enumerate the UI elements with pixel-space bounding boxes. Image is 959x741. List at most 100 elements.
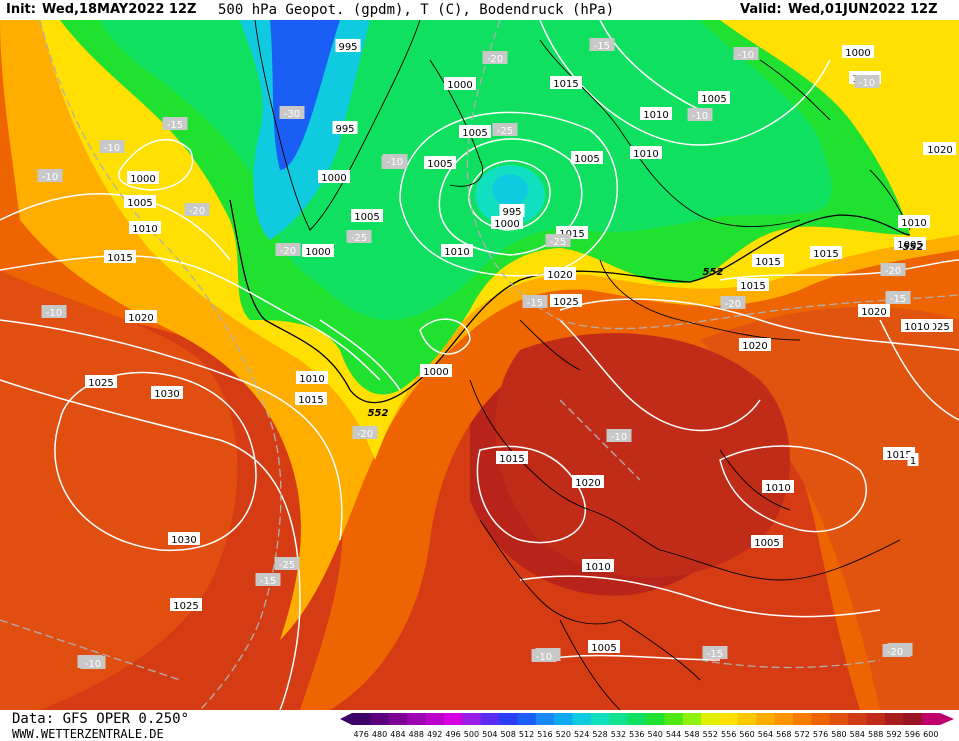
temperature-label: -15 [589, 38, 615, 52]
pressure-label: 1025 [85, 375, 117, 389]
colorbar-swatch [480, 713, 500, 725]
contour-label-text: -10 [738, 50, 754, 61]
temperature-label: -20 [880, 263, 906, 277]
contour-label-text: -20 [189, 206, 205, 217]
contour-label-text: 1010 [132, 224, 157, 235]
colorbar-tick-label: 492 [427, 730, 442, 739]
colorbar-swatch [572, 713, 592, 725]
contour-label-text: 1015 [553, 79, 578, 90]
colorbar-swatch [443, 713, 463, 725]
colorbar-swatch [388, 713, 408, 725]
temperature-label: -25 [346, 230, 372, 244]
colorbar-swatch [682, 713, 702, 725]
colorbar-swatch [462, 713, 482, 725]
colorbar-tick-label: 532 [611, 730, 626, 739]
contour-label-text: -10 [611, 432, 627, 443]
height-label: 552 [368, 408, 389, 419]
temperature-label: -15 [162, 117, 188, 131]
temperature-label: -30 [279, 106, 305, 120]
temperature-label: -15 [702, 646, 728, 660]
contour-label-text: 1 [910, 456, 916, 467]
website-link[interactable]: WWW.WETTERZENTRALE.DE [12, 727, 164, 741]
pressure-label: 1000 [444, 77, 476, 91]
colorbar-swatch [352, 713, 371, 725]
colorbar-tick-label: 500 [464, 730, 479, 739]
contour-label-text: -20 [725, 299, 741, 310]
colorbar-arrow-right [940, 713, 954, 725]
contour-label-text: 1020 [575, 478, 600, 489]
colorbar-tick-label: 600 [923, 730, 938, 739]
contour-label-text: -10 [387, 157, 403, 168]
pressure-label: 1010 [762, 480, 794, 494]
temperature-label: -20 [352, 426, 378, 440]
contour-label-text: 1010 [643, 110, 668, 121]
pressure-label: 1020 [858, 304, 890, 318]
contour-label-text: 1015 [740, 281, 765, 292]
pressure-label: 1015 [883, 447, 915, 461]
contour-label-text: 1025 [553, 297, 578, 308]
colorbar-tick-label: 540 [648, 730, 663, 739]
colorbar-tick-label: 520 [556, 730, 571, 739]
colorbar-tick-label: 516 [537, 730, 552, 739]
colorbar-swatch [701, 713, 720, 725]
contour-label-text: 1005 [897, 240, 922, 251]
pressure-label: 1005 [751, 535, 783, 549]
map-footer: Data: GFS OPER 0.250° WWW.WETTERZENTRALE… [0, 710, 959, 741]
pressure-label: 1005 [459, 125, 491, 139]
pressure-label: 1010 [898, 215, 930, 229]
temperature-label: -10 [99, 140, 125, 154]
pressure-label: 1000 [420, 364, 452, 378]
contour-label-text: 1000 [130, 174, 155, 185]
pressure-label: 1005 [571, 151, 603, 165]
contour-label-text: 995 [502, 207, 521, 218]
pressure-label: 1010 [630, 146, 662, 160]
colorbar-tick-label: 584 [850, 730, 865, 739]
contour-label-text: -15 [890, 294, 906, 305]
colorbar-swatch [756, 713, 776, 725]
pressure-label: 1005 [424, 156, 456, 170]
colorbar-tick-label: 496 [445, 730, 460, 739]
colorbar-swatch [737, 713, 757, 725]
colorbar-swatch [793, 713, 812, 725]
pressure-label: 1005 [698, 91, 730, 105]
temperature-label: -20 [482, 51, 508, 65]
pressure-label: 1015 [295, 392, 327, 406]
pressure-label: 1000 [842, 45, 874, 59]
pressure-label: 1030 [168, 532, 200, 546]
colorbar-tick-label: 564 [758, 730, 773, 739]
pressure-label: 1010 [582, 559, 614, 573]
pressure-label: 1015 [752, 254, 784, 268]
contour-label-text: 1015 [107, 253, 132, 264]
contour-label-text: -20 [280, 246, 296, 257]
pressure-label: 1025 [170, 598, 202, 612]
colorbar-swatch [370, 713, 390, 725]
contour-label-text: 1020 [927, 145, 952, 156]
contour-label-text: 1010 [633, 149, 658, 160]
temperature-label: -10 [41, 305, 67, 319]
colorbar-tick-label: 504 [482, 730, 497, 739]
pressure-label: 1020 [924, 142, 956, 156]
colorbar-swatch [517, 713, 537, 725]
pressure-label: 1030 [151, 386, 183, 400]
pressure-label: 1015 [550, 76, 582, 90]
temperature-label: -15 [255, 573, 281, 587]
colorbar-swatch [903, 713, 923, 725]
temperature-label: -20 [720, 296, 746, 310]
colorbar-tick-label: 476 [354, 730, 369, 739]
contour-label-text: 1000 [305, 247, 330, 258]
contour-label-text: 1000 [321, 173, 346, 184]
contour-label-text: -30 [284, 109, 300, 120]
colorbar-swatch [811, 713, 831, 725]
pressure-label: 1020 [125, 310, 157, 324]
pressure-label: 1015 [810, 246, 842, 260]
map-header: Init: Wed,18MAY2022 12Z 500 hPa Geopot. … [0, 0, 959, 20]
contour-label-text: 1015 [298, 395, 323, 406]
temperature-label: -20 [275, 243, 301, 257]
contour-label-text: 1005 [127, 198, 152, 209]
colorbar-tick-label: 552 [703, 730, 718, 739]
colorbar-tick-label: 488 [409, 730, 424, 739]
temperature-label: -10 [687, 108, 713, 122]
pressure-label: 1015 [496, 451, 528, 465]
contour-label-text: 1000 [845, 48, 870, 59]
